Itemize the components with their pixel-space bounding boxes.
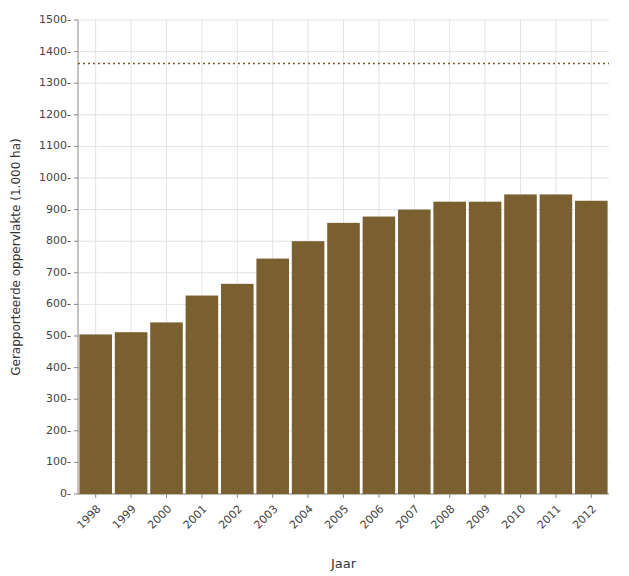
reference-line (78, 63, 609, 65)
x-tick (343, 494, 344, 498)
bar (540, 194, 573, 494)
x-tick (95, 494, 96, 498)
y-tick-label: 200- (46, 424, 71, 437)
y-tick-label: 700- (46, 266, 71, 279)
x-tick (555, 494, 556, 498)
x-tick (131, 494, 132, 498)
y-tick-label: 1000- (39, 171, 71, 184)
x-tick-label: 2006 (358, 503, 387, 532)
bar (327, 223, 360, 494)
x-tick-label: 2003 (251, 503, 280, 532)
x-tick-label: 2008 (428, 503, 457, 532)
x-tick-label: 2000 (145, 503, 174, 532)
x-tick (485, 494, 486, 498)
y-tick-label: 1200- (39, 108, 71, 121)
y-tick-label: 300- (46, 392, 71, 405)
y-tick-label: 500- (46, 329, 71, 342)
y-tick-label: 1100- (39, 139, 71, 152)
bar (469, 202, 502, 494)
y-tick-label: 400- (46, 361, 71, 374)
grid (78, 20, 609, 494)
y-tick (74, 51, 78, 52)
y-tick (74, 83, 78, 84)
y-tick (74, 304, 78, 305)
x-tick (201, 494, 202, 498)
x-axis-label: Jaar (330, 556, 357, 571)
x-tick (520, 494, 521, 498)
y-tick (74, 20, 78, 21)
x-tick (237, 494, 238, 498)
y-tick-label: 0- (60, 487, 71, 500)
bar (79, 334, 112, 494)
bar (256, 259, 289, 494)
bar (398, 210, 431, 494)
x-tick-label: 2011 (535, 503, 564, 532)
bar (575, 201, 608, 494)
x-tick-label: 2010 (499, 503, 528, 532)
x-tick-label: 2004 (287, 503, 316, 532)
y-tick (74, 399, 78, 400)
x-tick-label: 1998 (74, 503, 103, 532)
bar (504, 194, 537, 494)
x-tick (414, 494, 415, 498)
y-tick (74, 336, 78, 337)
y-tick (74, 367, 78, 368)
x-tick (591, 494, 592, 498)
y-tick-label: 1300- (39, 76, 71, 89)
y-tick (74, 430, 78, 431)
y-tick-label: 100- (46, 455, 71, 468)
y-axis-label: Gerapporteerde oppervlakte (1.000 ha) (9, 138, 23, 376)
bar (186, 296, 219, 494)
y-tick-label: 800- (46, 234, 71, 247)
y-tick (74, 462, 78, 463)
x-tick-label: 2002 (216, 503, 245, 532)
x-tick-label: 2007 (393, 503, 422, 532)
x-tick-label: 2005 (322, 503, 351, 532)
y-tick (74, 241, 78, 242)
x-tick-label: 2001 (181, 503, 210, 532)
x-tick (166, 494, 167, 498)
y-tick (74, 494, 78, 495)
y-tick (74, 209, 78, 210)
x-tick (449, 494, 450, 498)
bar (115, 332, 148, 494)
y-tick-label: 1400- (39, 45, 71, 58)
y-tick (74, 146, 78, 147)
x-tick-label: 1999 (110, 503, 139, 532)
y-tick-label: 900- (46, 203, 71, 216)
x-tick (378, 494, 379, 498)
x-tick-label: 2012 (570, 503, 599, 532)
x-tick-label: 2009 (464, 503, 493, 532)
chart: 0- 100- 200- 300- 400- 500- 600- 700- 800- 900- 10… (0, 0, 629, 576)
x-tick (308, 494, 309, 498)
y-tick-label: 1500- (39, 13, 71, 26)
bars (79, 194, 607, 494)
bar (363, 217, 396, 494)
y-tick (74, 178, 78, 179)
y-tick (74, 272, 78, 273)
y-axis-line (78, 20, 79, 494)
bar (150, 322, 183, 494)
y-tick (74, 114, 78, 115)
bar (292, 241, 325, 494)
bar (433, 202, 466, 494)
bar (221, 284, 254, 494)
y-tick-label: 600- (46, 297, 71, 310)
axes: 0- 100- 200- 300- 400- 500- 600- 700- 800- 900- 10… (39, 13, 609, 532)
x-tick (272, 494, 273, 498)
